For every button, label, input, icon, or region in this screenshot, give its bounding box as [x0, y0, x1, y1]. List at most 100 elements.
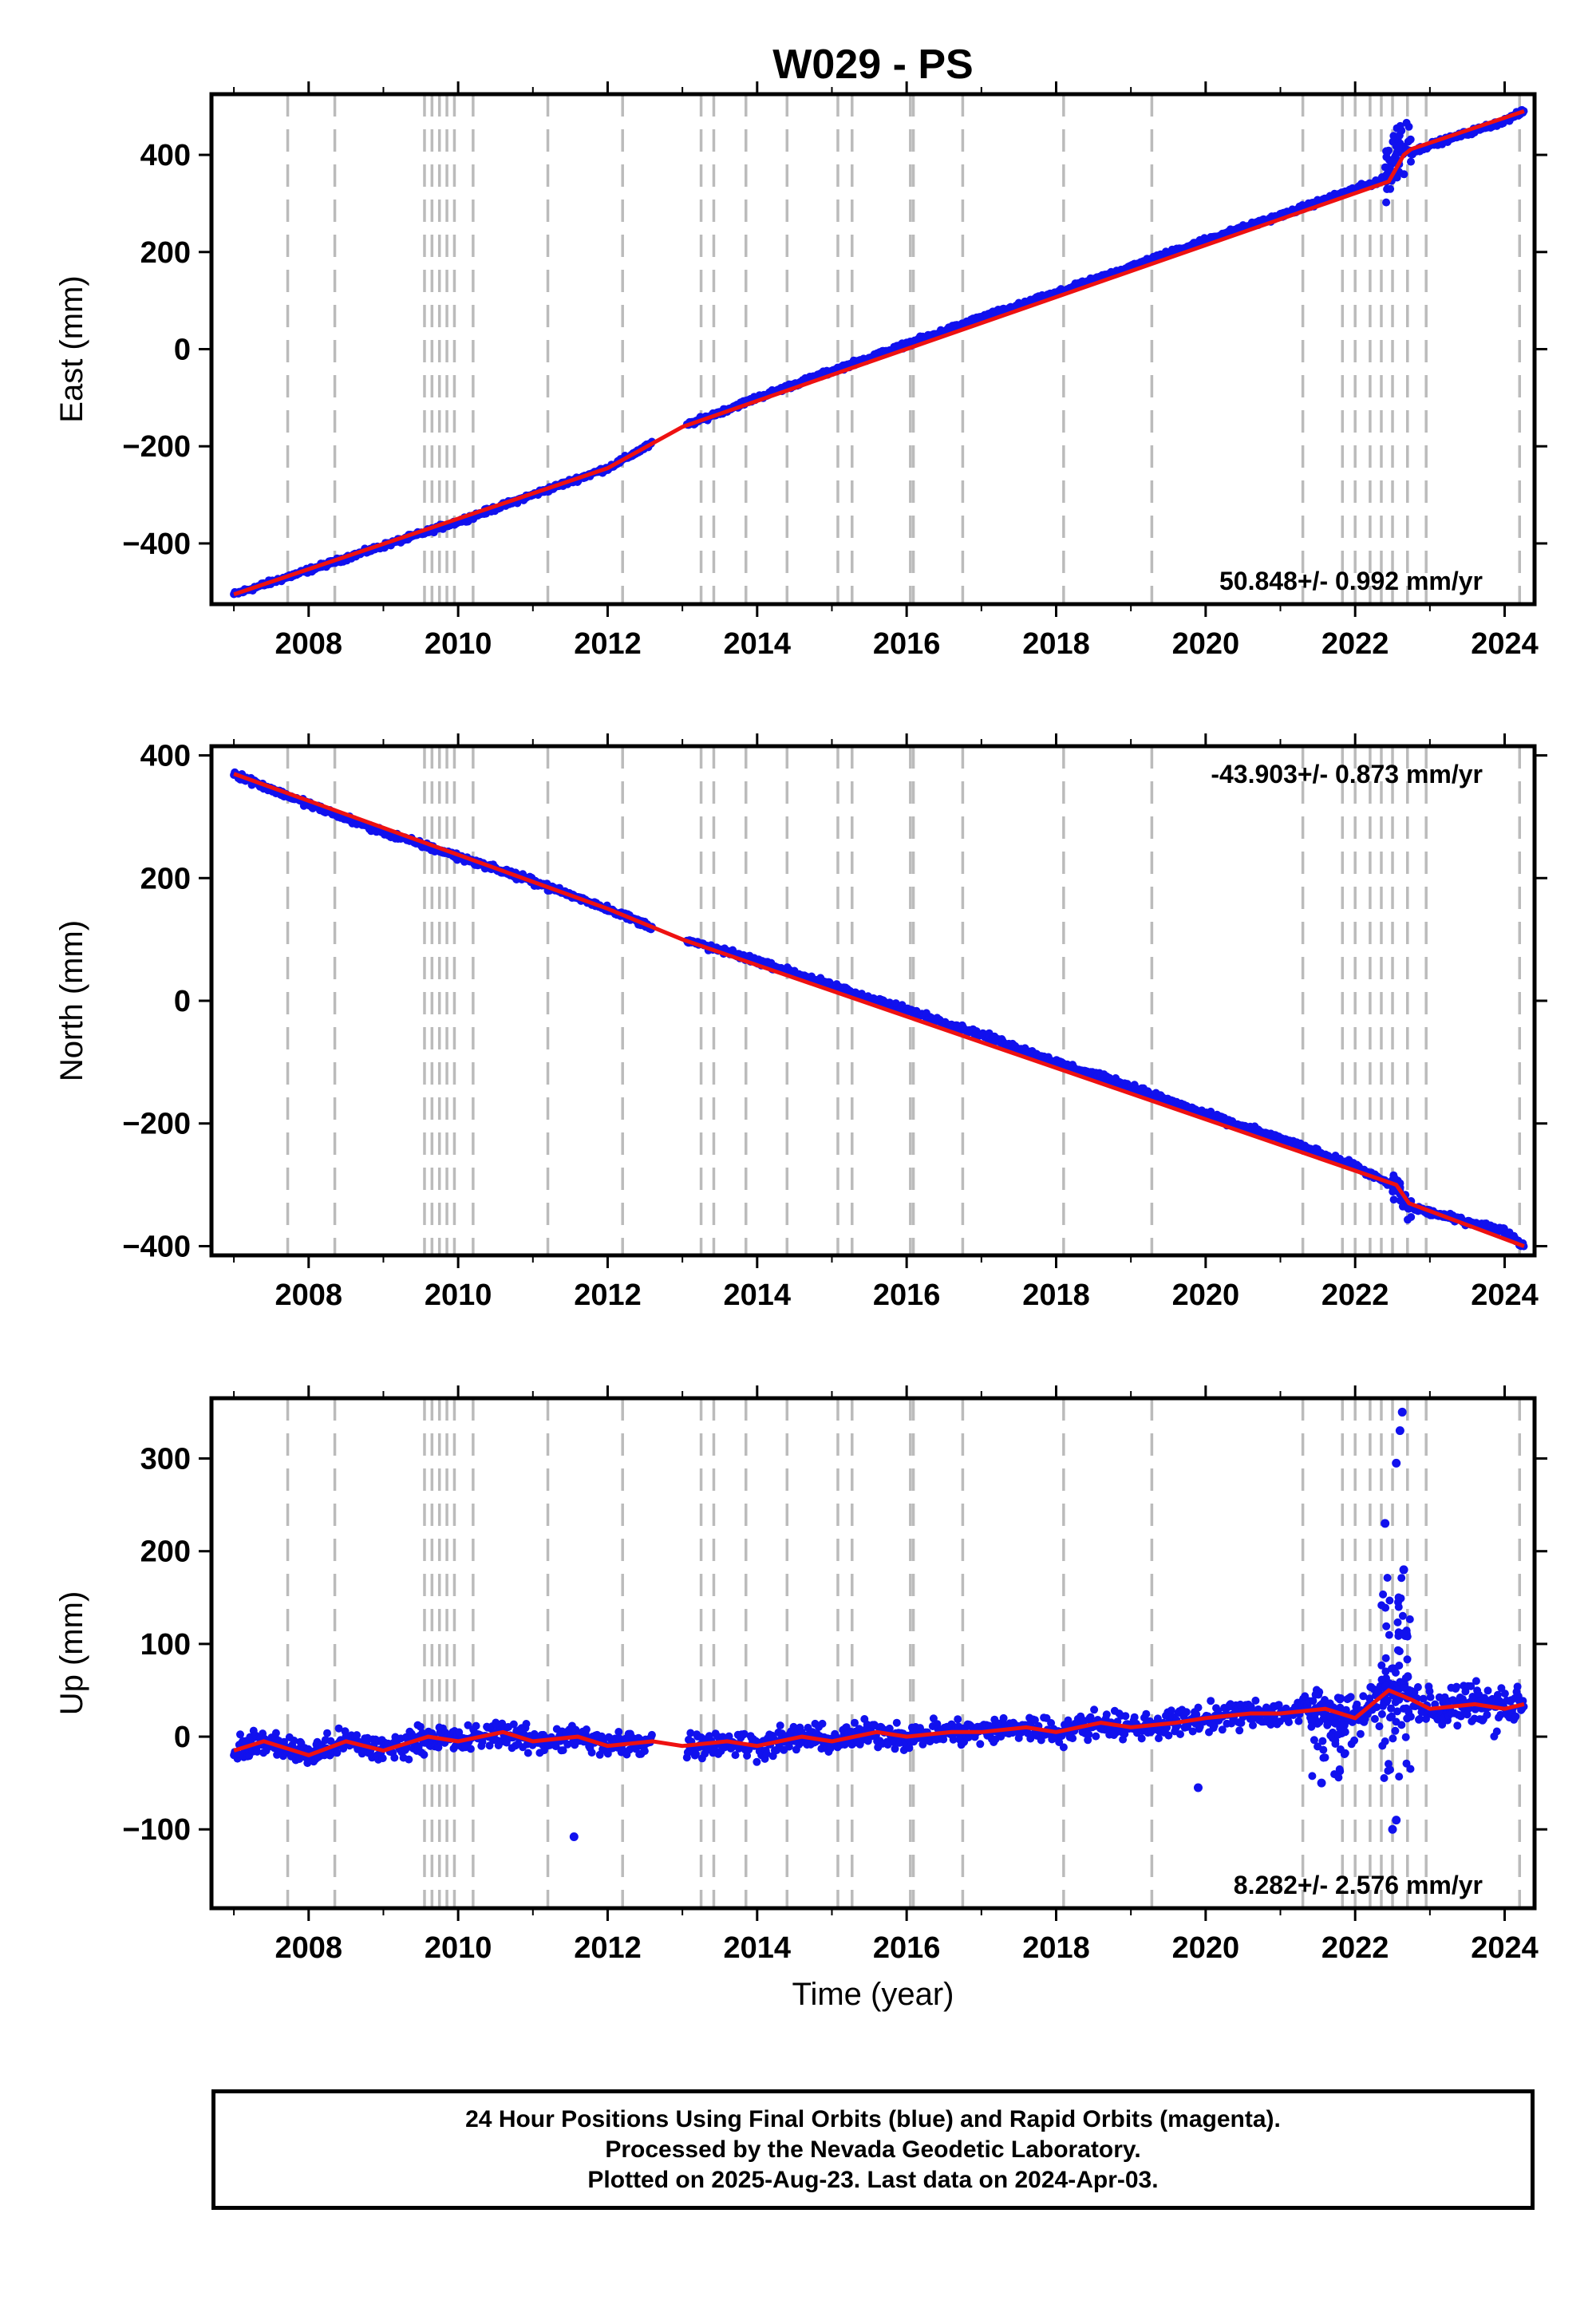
data-point [1249, 1721, 1257, 1729]
data-point [1373, 1703, 1381, 1712]
data-point [1472, 1677, 1480, 1686]
data-point [640, 1747, 649, 1756]
footer-line-3: Plotted on 2025-Aug-23. Last data on 202… [587, 2166, 1159, 2193]
data-point [1167, 1706, 1175, 1715]
data-point [1385, 1596, 1394, 1605]
data-point [464, 1721, 472, 1729]
data-point [1334, 1773, 1343, 1782]
data-point [725, 1732, 733, 1741]
chart-title: W029 - PS [772, 41, 973, 88]
x-tick-label: 2022 [1321, 1931, 1389, 1965]
data-point [1403, 1714, 1412, 1723]
data-point [1294, 1717, 1303, 1725]
x-tick-label: 2008 [275, 1279, 343, 1312]
data-point [1393, 1707, 1401, 1716]
data-point [1340, 1750, 1349, 1759]
data-point [1377, 1675, 1386, 1684]
data-point [905, 1744, 914, 1753]
data-point [1395, 1773, 1404, 1781]
y-axis-label: North (mm) [54, 920, 89, 1081]
data-point [818, 1719, 827, 1728]
data-point [1386, 184, 1395, 193]
data-point [1379, 1590, 1388, 1599]
data-point [1084, 1730, 1093, 1739]
data-point [1389, 1196, 1398, 1204]
plot-area [230, 1407, 1528, 1842]
y-tick-label: 0 [174, 985, 191, 1018]
data-point [1382, 147, 1391, 156]
model-line [233, 109, 1525, 597]
data-point [1311, 1690, 1320, 1699]
data-point [1513, 1682, 1522, 1691]
y-tick-label: 400 [140, 740, 191, 773]
data-point [236, 1730, 244, 1739]
outlier-point [1317, 1778, 1326, 1788]
data-point [1483, 1710, 1491, 1719]
data-point [1310, 1736, 1318, 1745]
plot-area [230, 105, 1528, 599]
data-point [1315, 1717, 1324, 1726]
data-point [743, 1751, 752, 1760]
outlier-point [569, 1832, 579, 1842]
data-point [390, 1753, 399, 1762]
data-point [353, 1731, 361, 1740]
data-point [1403, 1655, 1412, 1664]
data-point [1325, 1713, 1334, 1721]
x-tick-label: 2014 [724, 1279, 792, 1312]
data-point [1397, 1574, 1406, 1583]
data-point [1381, 1682, 1390, 1690]
data-point [271, 1729, 280, 1737]
data-point [1235, 1726, 1244, 1735]
data-point [1453, 1721, 1462, 1730]
footer-notes: 24 Hour Positions Using Final Orbits (bl… [211, 2089, 1535, 2210]
data-point [1331, 1719, 1340, 1728]
data-point [1192, 1710, 1201, 1719]
y-tick-label: 200 [140, 236, 191, 270]
data-point [1483, 1686, 1492, 1695]
data-point [1055, 1738, 1064, 1746]
data-point [1343, 1695, 1352, 1704]
data-point [509, 1720, 518, 1729]
y-tick-label: 200 [140, 862, 191, 895]
data-point [1336, 1703, 1345, 1712]
data-point [1395, 1647, 1404, 1656]
panel-up: 2008 2010 2012 2014 2016 2018 2020 2022 2024 −100… [54, 1385, 1547, 1965]
data-point [334, 1724, 343, 1733]
data-point [1356, 1729, 1365, 1738]
data-point [1401, 1733, 1410, 1741]
outlier-point [1193, 1783, 1203, 1792]
data-point [1353, 1700, 1361, 1709]
data-point [1331, 1740, 1340, 1748]
data-point [692, 1749, 700, 1758]
data-point [826, 1744, 835, 1753]
x-tick-label: 2018 [1022, 627, 1090, 661]
x-tick-label: 2022 [1321, 627, 1389, 661]
data-point [891, 1745, 899, 1753]
plot-frame [209, 1396, 1537, 1911]
data-point [1392, 1668, 1400, 1677]
data-point [851, 1718, 859, 1727]
outlier-point [1392, 1458, 1401, 1468]
data-point [1370, 1714, 1379, 1723]
data-point [999, 1713, 1008, 1722]
data-point [1030, 1716, 1039, 1725]
outlier-point [1392, 1816, 1401, 1825]
data-point [1387, 1704, 1396, 1713]
data-point [1389, 1188, 1397, 1196]
x-tick-label: 2016 [873, 1931, 941, 1965]
data-point [339, 1745, 348, 1753]
data-point [1137, 1734, 1146, 1743]
data-point [1500, 1690, 1509, 1698]
data-point [1319, 1753, 1328, 1762]
data-point [1400, 1629, 1408, 1638]
rate-label: 8.282+/- 2.576 mm/yr [1234, 1871, 1483, 1899]
data-point [1400, 1684, 1408, 1693]
data-point [1059, 1743, 1068, 1752]
data-point [582, 1725, 591, 1733]
data-point [1380, 1774, 1389, 1782]
data-point [1381, 1737, 1389, 1745]
data-point [1176, 1730, 1184, 1738]
x-axis-label: Time (year) [792, 1977, 954, 2012]
data-point [1467, 1682, 1476, 1690]
data-point [1404, 1708, 1413, 1717]
